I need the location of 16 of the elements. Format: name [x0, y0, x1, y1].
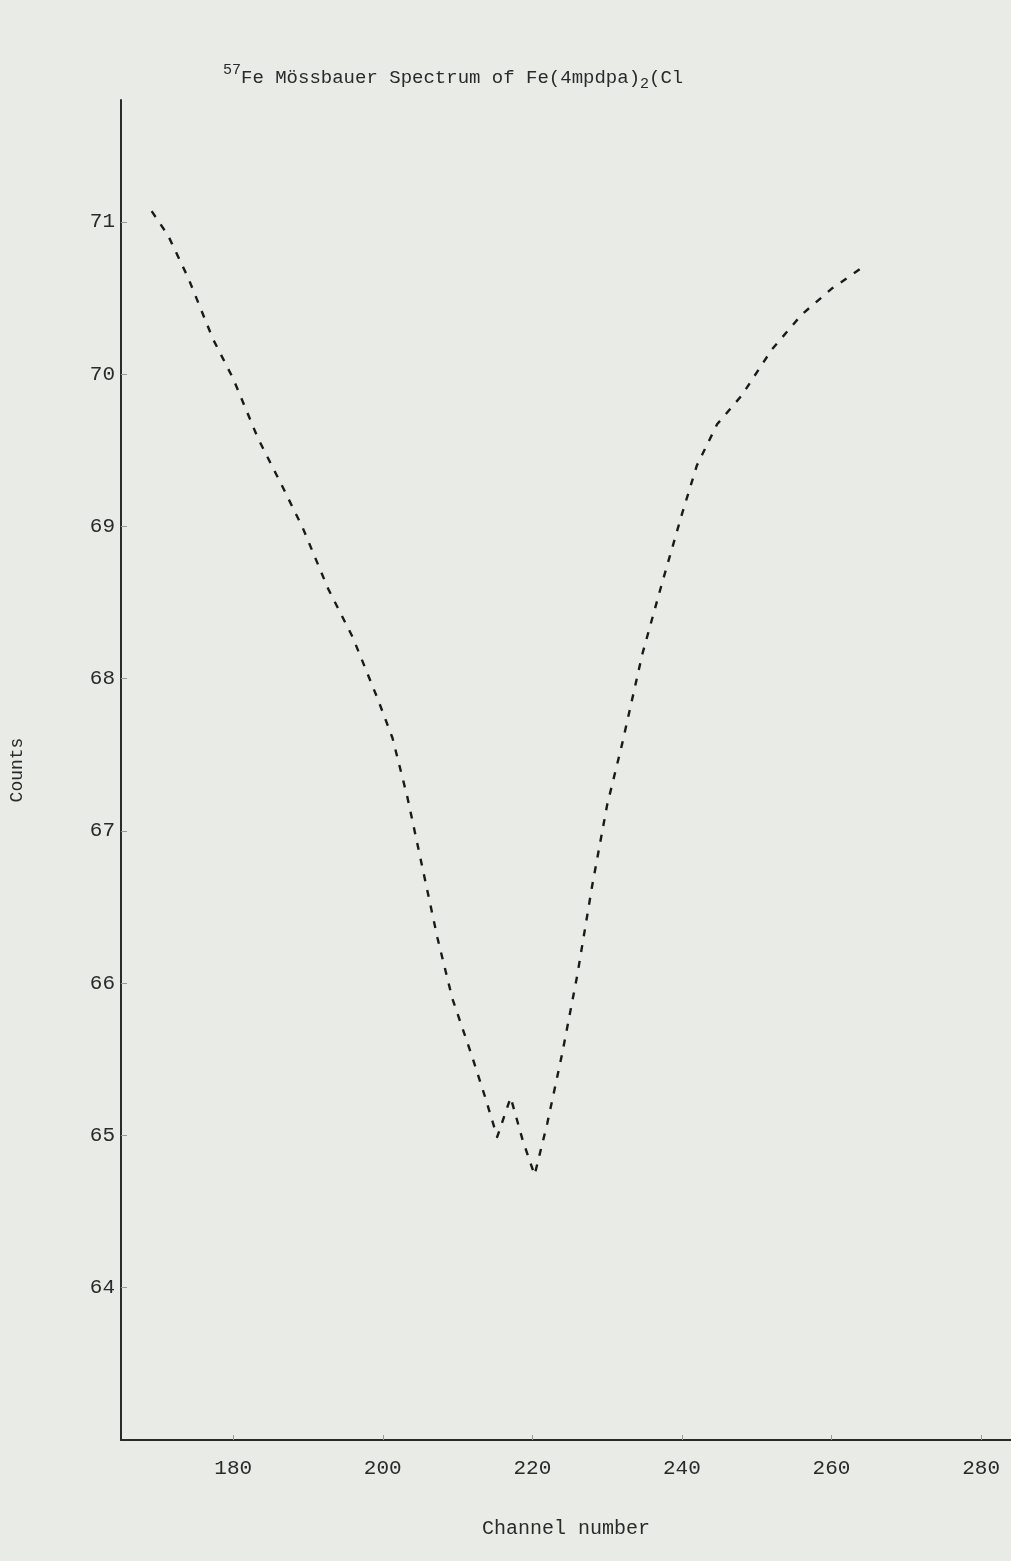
y-tick-label: 71	[89, 210, 115, 234]
x-tick-label: 240	[663, 1457, 701, 1480]
y-tick-label: 70	[89, 362, 115, 386]
y-tick-label: 69	[89, 514, 115, 538]
x-tick-label: 180	[214, 1457, 253, 1480]
x-tick-label: 280	[962, 1457, 1000, 1480]
x-tick-label: 260	[812, 1457, 851, 1480]
y-tick-label: 68	[89, 667, 115, 691]
y-tick-label: 67	[89, 819, 115, 843]
y-tick-label: 64	[89, 1276, 115, 1300]
y-tick-label: 66	[89, 971, 115, 995]
x-tick-label: 220	[513, 1457, 552, 1480]
y-tick-label: 65	[89, 1123, 115, 1147]
y-axis-title: Counts	[7, 737, 27, 803]
x-tick-label: 200	[363, 1457, 402, 1480]
x-axis-title: Channel number	[481, 1516, 651, 1540]
